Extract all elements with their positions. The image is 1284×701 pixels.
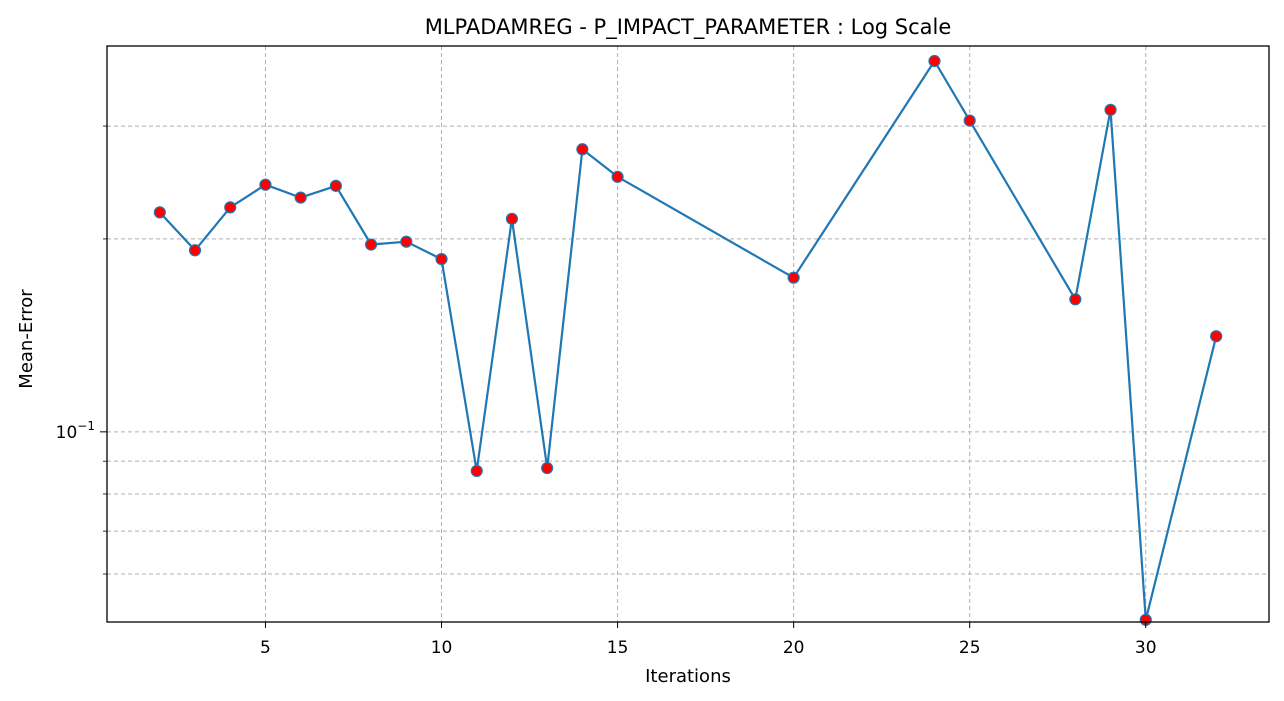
x-tick-label: 25 <box>959 638 981 658</box>
data-point <box>259 178 272 191</box>
axes <box>106 45 1270 623</box>
chart-title: MLPADAMREG - P_IMPACT_PARAMETER : Log Sc… <box>425 15 952 40</box>
data-point <box>400 235 413 248</box>
data-point <box>153 206 166 219</box>
data-point <box>576 143 589 156</box>
y-axis-ticks: 10−1 <box>56 125 107 575</box>
series-layer <box>153 54 1223 626</box>
data-point <box>1069 293 1082 306</box>
data-point <box>294 191 307 204</box>
x-tick-label: 5 <box>260 638 271 658</box>
x-axis-ticks: 5 10 15 20 25 30 <box>260 622 1157 658</box>
data-point <box>963 114 976 127</box>
data-point <box>611 170 624 183</box>
data-point <box>928 54 941 68</box>
data-point <box>1104 103 1117 116</box>
data-point <box>1210 330 1223 343</box>
data-point <box>188 244 202 257</box>
x-tick-label: 30 <box>1135 638 1157 658</box>
y-tick-label: 10−1 <box>56 419 95 443</box>
x-tick-label: 15 <box>607 638 629 658</box>
data-point <box>787 271 800 284</box>
data-point <box>329 179 342 192</box>
x-axis-label: Iterations <box>645 666 731 687</box>
x-tick-label: 10 <box>431 638 453 658</box>
data-point <box>224 201 237 214</box>
x-tick-label: 20 <box>783 638 805 658</box>
data-point <box>470 464 483 478</box>
grid <box>107 46 1269 622</box>
plot-frame <box>106 45 1270 623</box>
data-point <box>505 212 519 225</box>
data-point <box>435 253 448 266</box>
series-line <box>158 59 1218 621</box>
y-axis-label: Mean-Error <box>16 289 37 389</box>
data-point <box>364 238 378 251</box>
data-point <box>541 461 554 475</box>
